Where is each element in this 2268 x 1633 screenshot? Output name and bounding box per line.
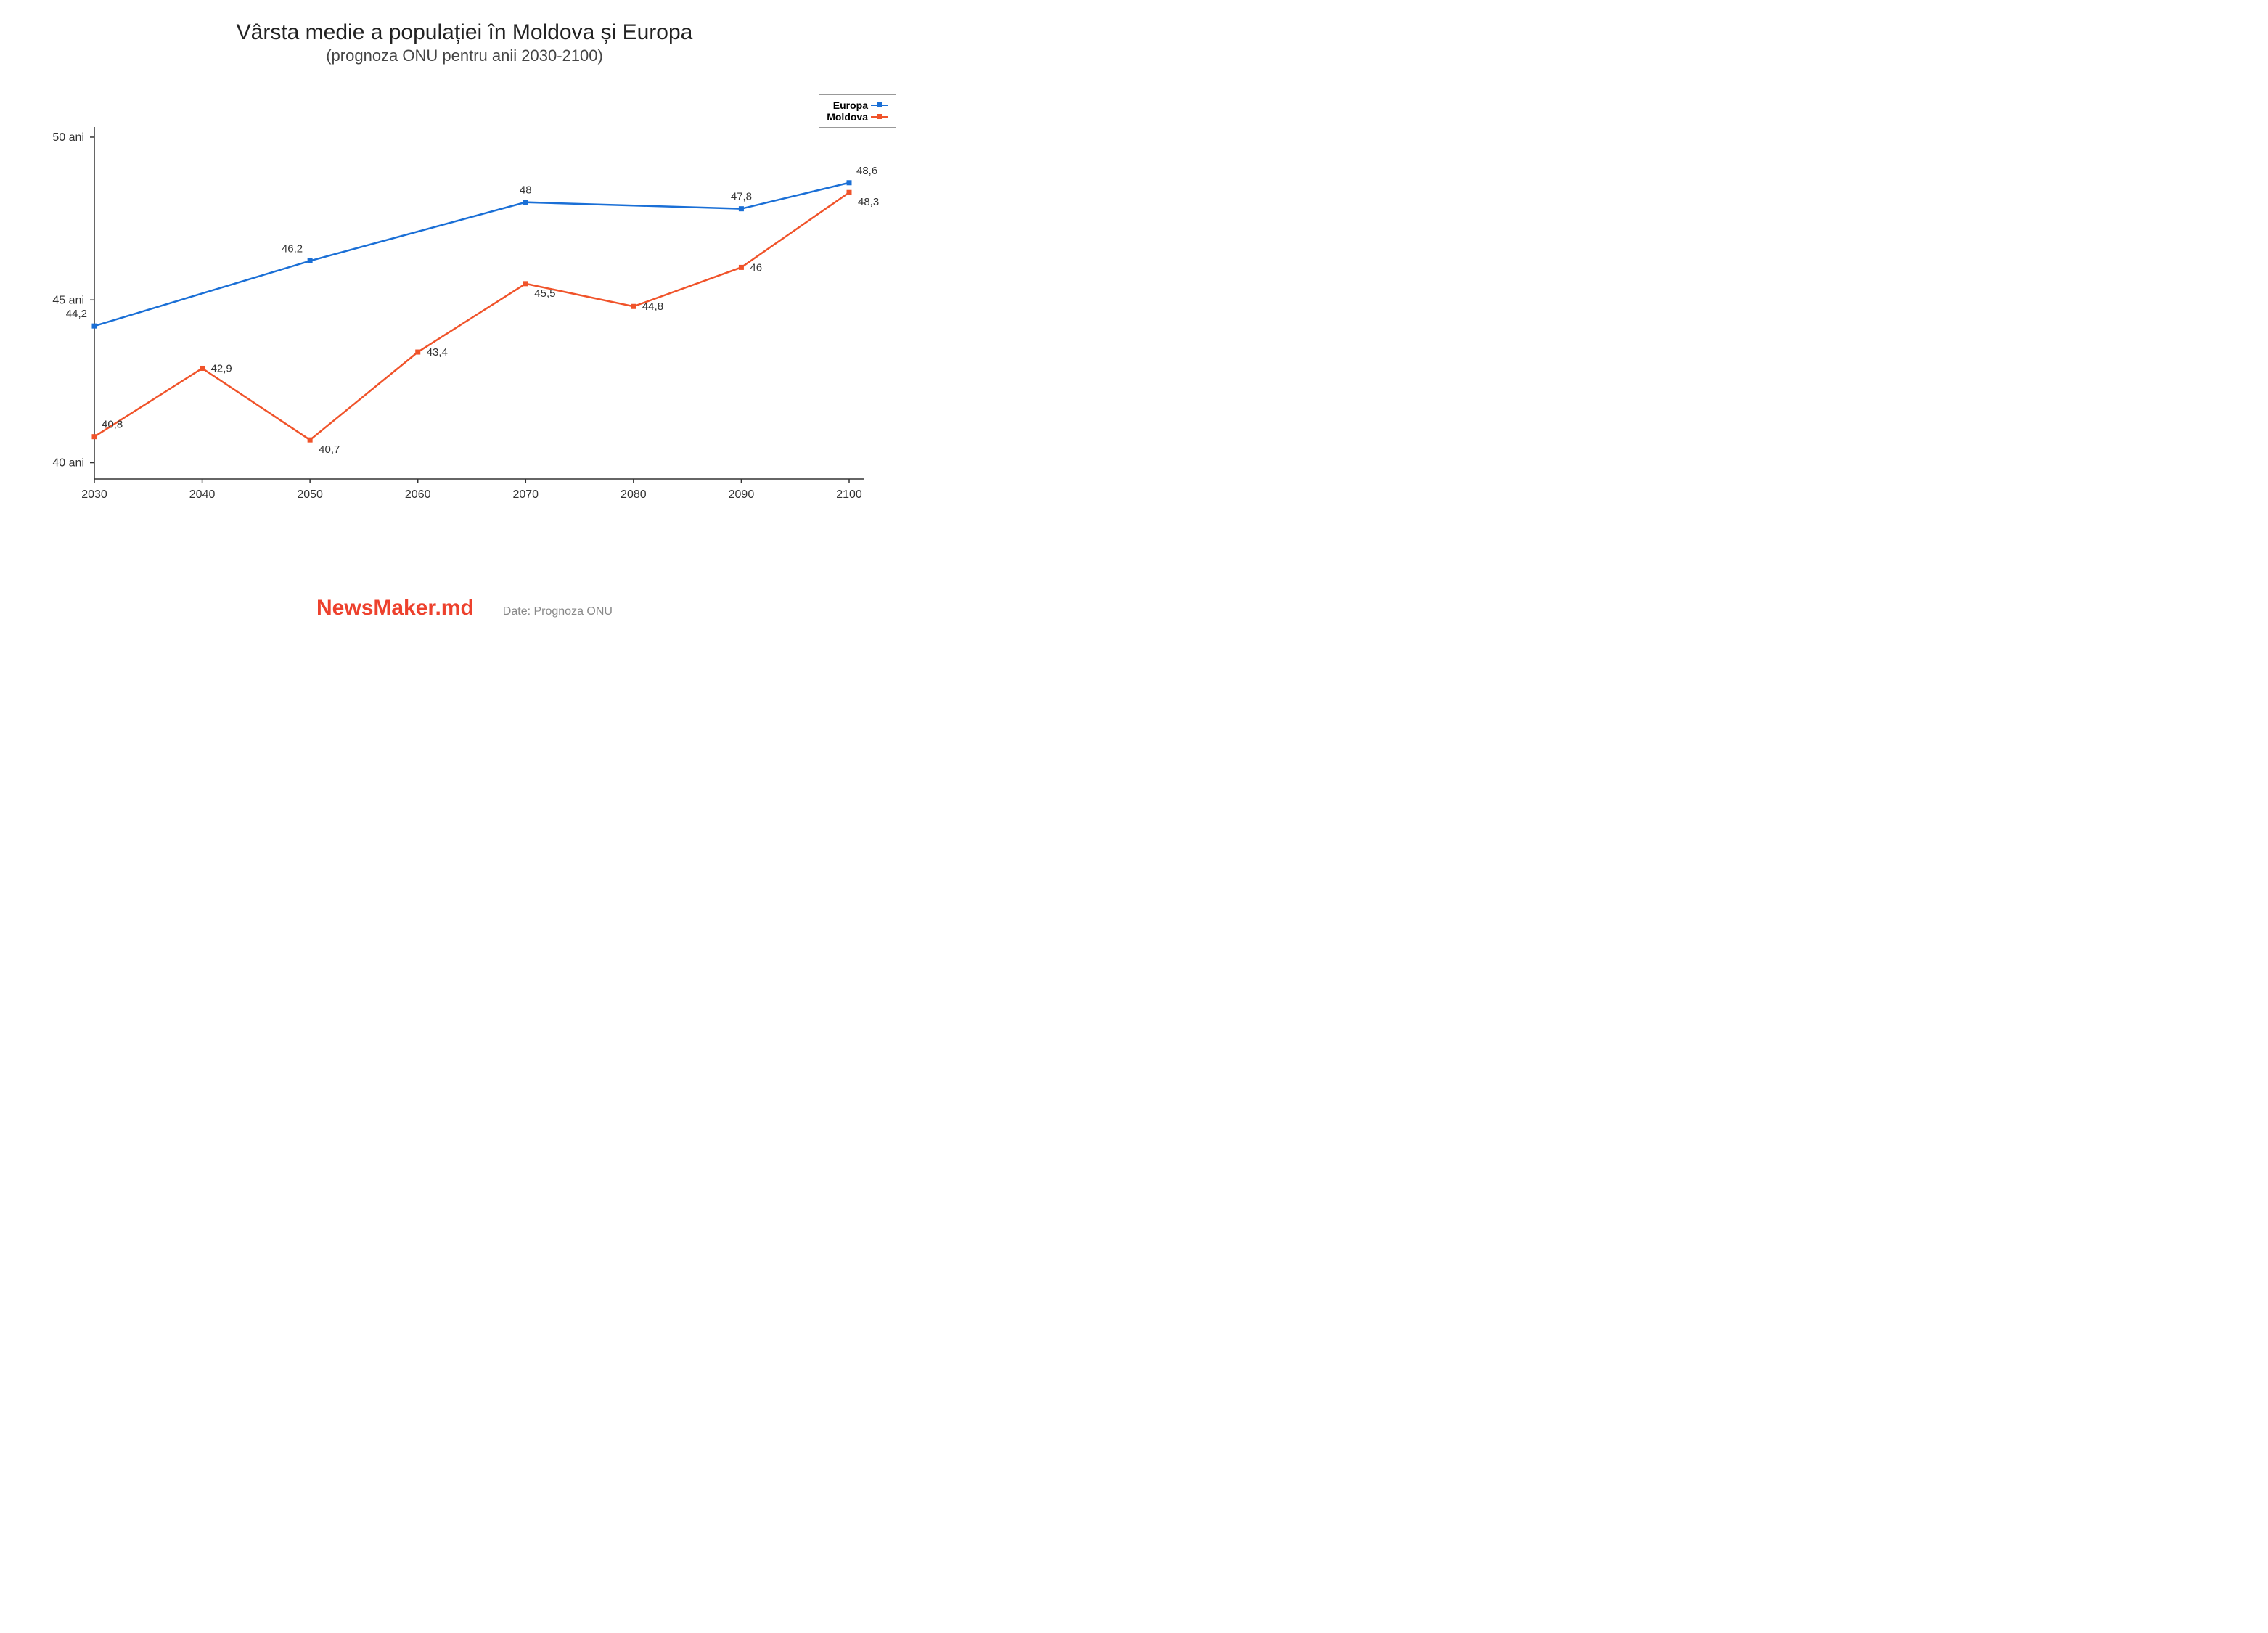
title-block: Vârsta medie a populației în Moldova și …: [0, 0, 929, 65]
chart-title: Vârsta medie a populației în Moldova și …: [0, 20, 929, 45]
svg-text:44,8: 44,8: [642, 300, 663, 313]
svg-text:2070: 2070: [512, 488, 539, 501]
svg-text:46,2: 46,2: [282, 242, 303, 255]
legend-label: Europa: [833, 99, 868, 111]
svg-text:46: 46: [750, 261, 762, 274]
svg-text:2030: 2030: [81, 488, 107, 501]
svg-text:2080: 2080: [621, 488, 647, 501]
legend-item-europa: Europa: [827, 99, 888, 111]
svg-text:45 ani: 45 ani: [52, 294, 84, 306]
svg-text:44,2: 44,2: [66, 308, 87, 320]
svg-text:48,3: 48,3: [858, 196, 879, 208]
svg-text:43,4: 43,4: [427, 346, 448, 359]
svg-text:2090: 2090: [729, 488, 755, 501]
svg-text:2040: 2040: [189, 488, 216, 501]
legend-label: Moldova: [827, 111, 868, 123]
svg-text:50 ani: 50 ani: [52, 131, 84, 144]
svg-text:40,7: 40,7: [319, 443, 340, 456]
svg-text:40,8: 40,8: [102, 419, 123, 431]
svg-text:48,6: 48,6: [856, 165, 877, 177]
legend-swatch-icon: [871, 101, 888, 110]
footer: NewsMaker.md Date: Prognoza ONU: [0, 596, 929, 621]
svg-text:47,8: 47,8: [731, 191, 752, 203]
chart-svg: 40 ani45 ani50 ani2030204020502060207020…: [87, 123, 871, 508]
plot-area: 40 ani45 ani50 ani2030204020502060207020…: [87, 123, 871, 508]
legend-swatch-icon: [871, 112, 888, 121]
chart-subtitle: (prognoza ONU pentru anii 2030-2100): [0, 46, 929, 65]
legend-item-moldova: Moldova: [827, 111, 888, 123]
svg-text:2060: 2060: [405, 488, 431, 501]
source-text: Date: Prognoza ONU: [503, 605, 613, 618]
svg-text:45,5: 45,5: [534, 287, 555, 300]
svg-text:40 ani: 40 ani: [52, 457, 84, 470]
svg-text:2050: 2050: [297, 488, 323, 501]
svg-text:48: 48: [520, 184, 532, 197]
svg-text:42,9: 42,9: [211, 362, 232, 375]
brand-logo: NewsMaker.md: [316, 596, 474, 621]
svg-text:2100: 2100: [836, 488, 862, 501]
chart-container: Vârsta medie a populației în Moldova și …: [0, 0, 929, 653]
